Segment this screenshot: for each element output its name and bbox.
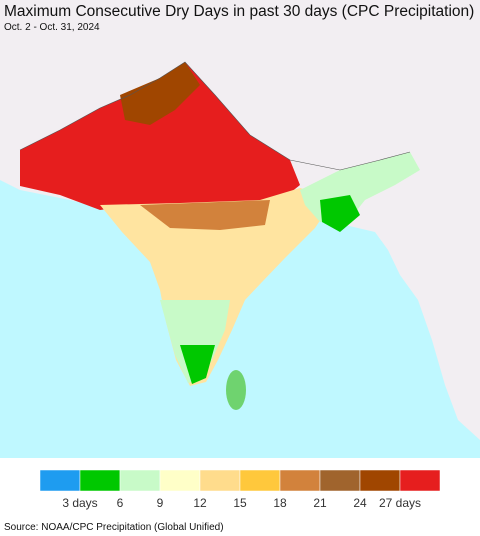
region-red — [20, 62, 300, 210]
legend: 3 days 6 9 12 15 18 21 24 27 days — [39, 469, 441, 510]
legend-label: 15 — [233, 496, 247, 510]
title: Maximum Consecutive Dry Days in past 30 … — [4, 3, 474, 20]
legend-swatch — [79, 469, 121, 492]
legend-label: 21 — [313, 496, 327, 510]
legend-swatch — [39, 469, 81, 492]
region-bangladesh — [320, 195, 360, 232]
border — [19, 61, 411, 171]
legend-label: 3 days — [62, 496, 97, 510]
legend-swatch — [159, 469, 201, 492]
legend-swatch — [279, 469, 321, 492]
region-lightgreen — [160, 300, 230, 383]
source: Source: NOAA/CPC Precipitation (Global U… — [4, 522, 224, 533]
legend-label: 27 days — [379, 496, 421, 510]
legend-swatch — [199, 469, 241, 492]
region-green — [180, 345, 215, 384]
legend-swatch — [399, 469, 441, 492]
subtitle: Oct. 2 - Oct. 31, 2024 — [4, 22, 100, 33]
sri-lanka — [226, 370, 246, 410]
region-orange — [140, 200, 270, 230]
legend-label: 6 — [117, 496, 124, 510]
legend-swatch — [119, 469, 161, 492]
legend-swatch — [319, 469, 361, 492]
map — [0, 0, 480, 458]
legend-label: 18 — [273, 496, 287, 510]
legend-label: 12 — [193, 496, 207, 510]
legend-label: 9 — [157, 496, 164, 510]
legend-swatch — [239, 469, 281, 492]
region-brown — [120, 62, 200, 125]
legend-swatch — [359, 469, 401, 492]
legend-label: 24 — [353, 496, 367, 510]
region-yellow — [100, 188, 335, 386]
